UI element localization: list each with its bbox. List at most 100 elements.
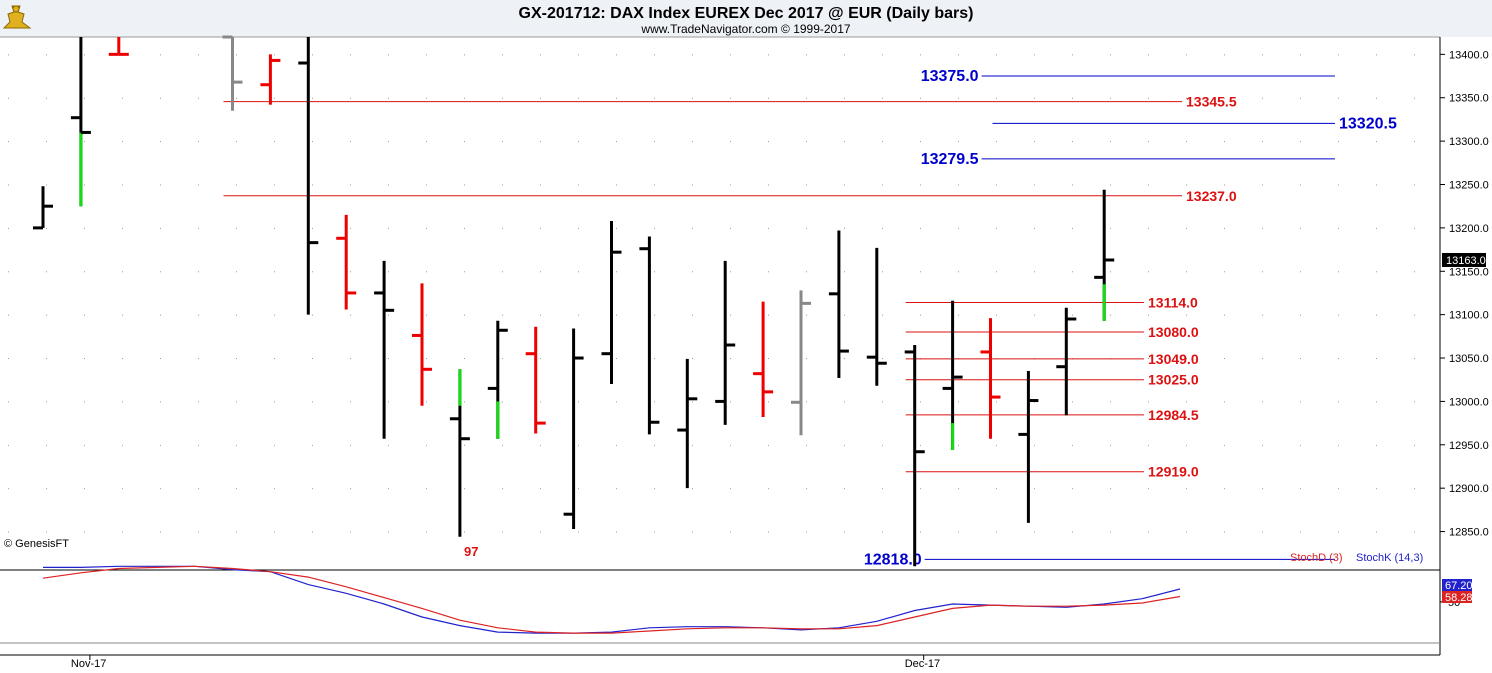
grid-dot <box>540 531 541 533</box>
grid-dot <box>1414 184 1415 186</box>
grid-dot <box>426 314 427 316</box>
grid-dot <box>198 488 199 490</box>
grid-dot <box>1338 401 1339 403</box>
price-axis-label: 12850.0 <box>1449 527 1489 539</box>
grid-dot <box>1300 401 1301 403</box>
grid-dot <box>806 271 807 273</box>
grid-dot <box>1224 444 1225 446</box>
grid-dot <box>692 271 693 273</box>
grid-dot <box>236 141 237 143</box>
grid-dot <box>654 531 655 533</box>
grid-dot <box>8 97 9 99</box>
grid-dot <box>426 444 427 446</box>
stoch-value-label: 58.28 <box>1445 592 1473 604</box>
grid-dot <box>1376 97 1377 99</box>
grid-dot <box>1224 401 1225 403</box>
grid-dot <box>730 358 731 360</box>
grid-dot <box>160 314 161 316</box>
grid-dot <box>122 401 123 403</box>
grid-dot <box>1262 54 1263 56</box>
grid-dot <box>122 271 123 273</box>
grid-dot <box>616 401 617 403</box>
grid-dot <box>1414 97 1415 99</box>
grid-dot <box>1034 227 1035 229</box>
grid-dot <box>540 271 541 273</box>
grid-dot <box>502 401 503 403</box>
grid-dot <box>502 97 503 99</box>
grid-dot <box>1414 488 1415 490</box>
grid-dot <box>730 97 731 99</box>
grid-dot <box>1186 314 1187 316</box>
grid-dot <box>958 184 959 186</box>
grid-dot <box>312 227 313 229</box>
grid-dot <box>350 97 351 99</box>
grid-dot <box>1338 314 1339 316</box>
level-label: 13237.0 <box>1186 188 1237 204</box>
grid-dot <box>312 141 313 143</box>
grid-dot <box>996 488 997 490</box>
grid-dot <box>920 141 921 143</box>
header-bar <box>0 0 1492 37</box>
grid-dot <box>996 401 997 403</box>
price-axis-label: 13400.0 <box>1449 49 1489 61</box>
grid-dot <box>464 358 465 360</box>
grid-dot <box>540 488 541 490</box>
grid-dot <box>654 358 655 360</box>
grid-dot <box>1376 184 1377 186</box>
level-lines: 13375.0 13345.5 13320.5 13279.5 13237.0 13114… <box>223 68 1397 568</box>
grid-dot <box>540 314 541 316</box>
grid-dot <box>654 54 655 56</box>
grid-dot <box>806 531 807 533</box>
grid-dot <box>844 184 845 186</box>
grid-dot <box>616 184 617 186</box>
grid-dot <box>388 488 389 490</box>
grid-dot <box>1376 141 1377 143</box>
grid-dot <box>1148 488 1149 490</box>
grid-dot <box>84 141 85 143</box>
grid-dot <box>958 444 959 446</box>
grid-dot <box>426 488 427 490</box>
grid-dot <box>616 314 617 316</box>
grid-dot <box>46 271 47 273</box>
grid-dot <box>578 97 579 99</box>
grid-dot <box>1338 97 1339 99</box>
grid-dot <box>1376 227 1377 229</box>
grid-dot <box>8 227 9 229</box>
grid-dot <box>882 141 883 143</box>
grid-dot <box>578 271 579 273</box>
grid-dot <box>84 227 85 229</box>
grid-dot <box>578 488 579 490</box>
grid-dot <box>464 97 465 99</box>
grid-dot <box>1224 97 1225 99</box>
grid-dot <box>312 358 313 360</box>
grid-dot <box>8 531 9 533</box>
grid-dot <box>160 184 161 186</box>
grid-dot <box>1186 54 1187 56</box>
grid-dot <box>122 358 123 360</box>
grid-dot <box>730 271 731 273</box>
grid-dot <box>350 184 351 186</box>
grid-dot <box>1224 227 1225 229</box>
grid-dot <box>1224 488 1225 490</box>
grid-dot <box>198 271 199 273</box>
grid-dot <box>464 531 465 533</box>
time-axis-label: Dec-17 <box>905 658 940 670</box>
grid-dot <box>1262 97 1263 99</box>
grid-dot <box>1034 488 1035 490</box>
grid-dot <box>426 97 427 99</box>
price-axis-label: 13000.0 <box>1449 396 1489 408</box>
grid-dot <box>46 141 47 143</box>
grid-dot <box>578 531 579 533</box>
grid-dot <box>46 444 47 446</box>
grid-dot <box>806 54 807 56</box>
grid-dot <box>8 314 9 316</box>
grid-dot <box>1338 54 1339 56</box>
grid-dot <box>1376 271 1377 273</box>
stoch-series-line <box>42 565 1181 634</box>
stoch-value-tag <box>1442 591 1472 603</box>
grid-dot <box>654 184 655 186</box>
grid-dot <box>8 141 9 143</box>
grid-dot <box>996 184 997 186</box>
grid-dot <box>654 227 655 229</box>
